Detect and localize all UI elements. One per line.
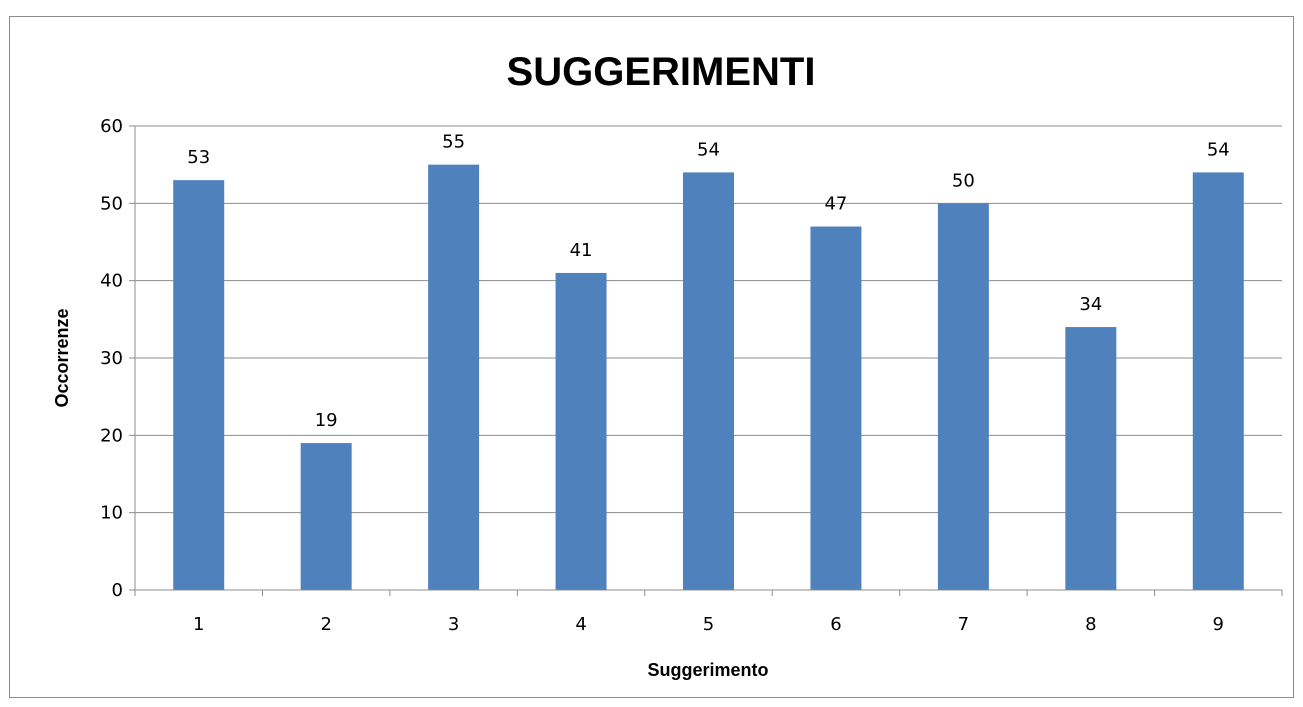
x-tick-label: 8: [1085, 614, 1096, 635]
bar: [555, 272, 607, 590]
x-tick-labels: 1 2 3 4 5 6 7 8 9: [193, 614, 1224, 635]
data-label: 54: [697, 139, 720, 160]
data-label: 34: [1079, 294, 1102, 315]
x-tick-label: 1: [193, 614, 204, 635]
x-axis-title: Suggerimento: [647, 660, 768, 680]
bar: [937, 203, 989, 591]
y-tick-label: 50: [100, 193, 123, 214]
axes: [129, 125, 1283, 596]
data-label: 53: [187, 147, 210, 168]
y-axis-title: Occorrenze: [52, 308, 72, 407]
x-tick-label: 6: [830, 614, 841, 635]
y-tick-label: 30: [100, 348, 123, 369]
y-tick-label: 60: [100, 116, 123, 137]
bar: [810, 226, 862, 591]
bar: [1065, 327, 1117, 590]
bars: [173, 164, 1244, 591]
y-tick-labels: 0 10 20 30 40 50 60: [100, 116, 123, 601]
bar: [683, 172, 734, 590]
data-label: 55: [442, 132, 465, 153]
x-tick-label: 7: [958, 614, 969, 635]
x-tick-label: 9: [1213, 614, 1224, 635]
data-label: 19: [315, 410, 338, 431]
data-labels: 53 19 55 41 54 47 50 34 54: [187, 132, 1229, 431]
x-tick-label: 2: [320, 614, 331, 635]
data-label: 47: [824, 194, 847, 215]
bar: [300, 443, 352, 590]
data-label: 50: [952, 170, 975, 191]
x-tick-label: 5: [703, 614, 714, 635]
y-tick-label: 10: [100, 503, 123, 524]
bar: [428, 164, 480, 590]
bar: [173, 180, 225, 590]
y-tick-label: 20: [100, 425, 123, 446]
data-label: 41: [570, 240, 593, 261]
y-tick-label: 0: [112, 580, 123, 601]
x-tick-label: 4: [575, 614, 586, 635]
bar: [1192, 172, 1244, 590]
data-label: 54: [1207, 139, 1230, 160]
x-tick-label: 3: [448, 614, 459, 635]
y-tick-label: 40: [100, 271, 123, 292]
chart-title: SUGGERIMENTI: [507, 50, 816, 94]
